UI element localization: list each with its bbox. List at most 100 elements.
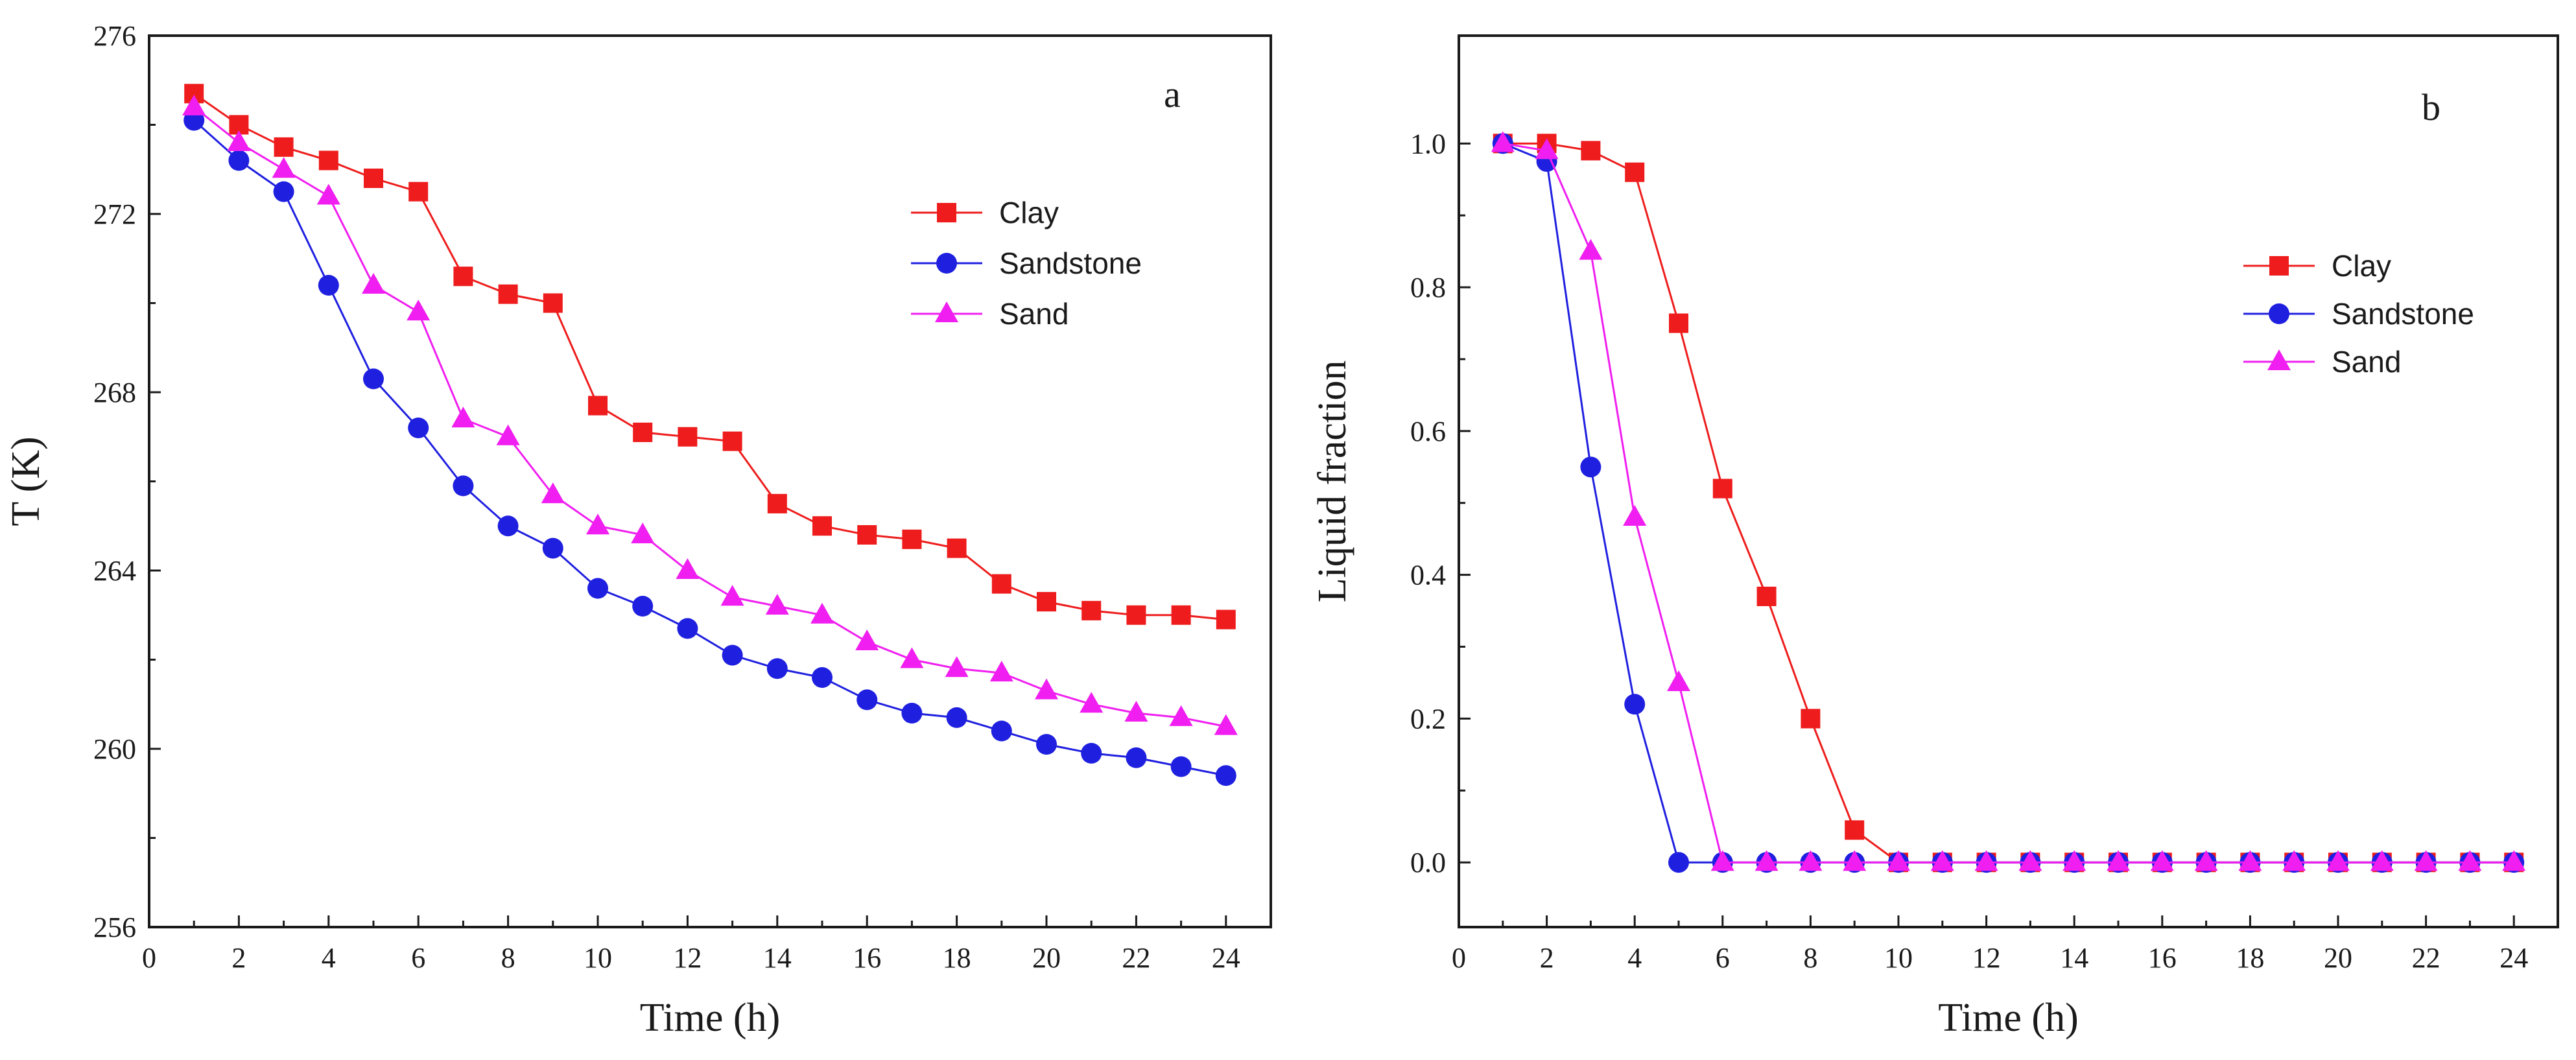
- x-tick-label: 12: [673, 942, 702, 974]
- y-tick-label: 0.2: [1410, 703, 1446, 735]
- clay-point: [1216, 609, 1236, 630]
- sandstone-point: [1170, 756, 1192, 777]
- sand-point: [2150, 850, 2174, 871]
- sand-point: [810, 602, 834, 624]
- clay-point: [498, 284, 518, 304]
- sand-point: [316, 183, 340, 205]
- clay-point: [1625, 162, 1645, 182]
- sandstone-point: [1081, 742, 1102, 764]
- legend-marker: [936, 253, 957, 274]
- clay-point: [722, 431, 742, 451]
- sand-point: [631, 523, 655, 543]
- series-sandstone: [183, 110, 1236, 786]
- x-tick-label: 12: [1972, 942, 2001, 974]
- sandstone-point: [542, 537, 563, 559]
- clay-point: [1126, 605, 1146, 625]
- x-tick-label: 8: [501, 942, 515, 974]
- clay-point: [364, 169, 383, 188]
- legend-label: Clay: [2332, 249, 2391, 283]
- y-tick-label: 276: [93, 20, 136, 52]
- legend-label: Sand: [999, 297, 1069, 331]
- sand-point: [1755, 850, 1778, 871]
- legend-marker: [935, 301, 958, 322]
- x-tick-label: 22: [2412, 942, 2440, 974]
- sand-point: [2370, 850, 2394, 871]
- y-tick-label: 272: [93, 198, 136, 230]
- sandstone-point: [1624, 694, 1646, 715]
- sand-point: [2458, 850, 2482, 871]
- sand-point: [2502, 850, 2526, 871]
- x-tick-label: 6: [411, 942, 425, 974]
- x-tick-label: 4: [322, 942, 336, 974]
- clay-point: [588, 395, 608, 416]
- sand-point: [451, 406, 475, 428]
- y-tick-label: 0.8: [1410, 272, 1446, 303]
- legend-label: Sandstone: [999, 246, 1142, 280]
- clay-point: [633, 422, 653, 442]
- clay-point: [902, 529, 922, 549]
- x-tick-label: 22: [1122, 942, 1150, 974]
- sand-point: [1930, 850, 1954, 871]
- x-tick-label: 14: [2060, 942, 2088, 974]
- sandstone-point: [1215, 765, 1236, 786]
- sand-point: [407, 300, 431, 321]
- sand-point: [2326, 850, 2350, 871]
- series-sand: [182, 95, 1238, 735]
- clay-point: [1171, 605, 1191, 625]
- panel-letter: b: [2422, 86, 2440, 128]
- x-tick-label: 10: [584, 942, 612, 974]
- sand-point: [586, 513, 609, 535]
- legend: Clay Sandstone Sand: [911, 196, 1142, 331]
- clay-point: [274, 137, 294, 157]
- y-tick-label: 268: [93, 377, 136, 408]
- sandstone-point: [901, 703, 923, 724]
- clay-point: [408, 182, 429, 202]
- clay-point: [812, 516, 832, 536]
- sand-point: [2107, 850, 2130, 871]
- series-clay: [1493, 134, 2524, 873]
- sandstone-point: [991, 720, 1012, 742]
- sand-point: [2414, 850, 2438, 871]
- y-tick-label: 0.4: [1410, 559, 1446, 591]
- clay-point: [1581, 141, 1601, 161]
- clay-point: [1081, 600, 1102, 620]
- clay-point: [1756, 586, 1777, 606]
- clay-point: [678, 427, 698, 447]
- sand-point: [900, 647, 924, 668]
- sand-point: [541, 482, 565, 504]
- sandstone-point: [363, 368, 384, 390]
- sandstone-point: [766, 658, 788, 679]
- clay-line: [193, 93, 1226, 621]
- x-tick-label: 0: [1452, 942, 1466, 974]
- clay-point: [857, 525, 877, 545]
- sand-point: [765, 594, 789, 615]
- sandstone-point: [812, 667, 833, 688]
- clay-point: [947, 538, 967, 558]
- sand-point: [1491, 131, 1515, 152]
- x-tick-label: 24: [1212, 942, 1240, 974]
- sand-point: [2194, 850, 2218, 871]
- sand-point: [1080, 692, 1104, 713]
- sandstone-point: [497, 515, 519, 537]
- sandstone-point: [857, 689, 878, 711]
- x-tick-label: 2: [231, 942, 246, 974]
- x-tick-label: 16: [2148, 942, 2177, 974]
- sand-point: [2062, 850, 2086, 871]
- sandstone-point: [946, 707, 967, 728]
- liquid-fraction-chart-panel: 0 2 4 6 8 10 12 14 16 18 20 22 24 0.0 0.2 0.4 0.6 0.8 1.0 T…: [1284, 0, 2576, 1057]
- sandstone-point: [587, 578, 608, 599]
- sand-point: [362, 273, 385, 294]
- legend-label: Clay: [999, 196, 1059, 230]
- sand-point: [1169, 705, 1193, 726]
- y-axis-label: Liquid fraction: [1310, 360, 1354, 603]
- plot-frame: [1458, 34, 2559, 928]
- sand-point: [1799, 850, 1823, 871]
- sandstone-point: [1036, 734, 1057, 755]
- sandstone-point: [273, 181, 294, 202]
- x-tick-label: 16: [853, 942, 881, 974]
- sand-point: [2018, 850, 2042, 871]
- clay-point: [991, 574, 1011, 594]
- plot-frame: [148, 34, 1272, 928]
- sand-point: [1667, 670, 1690, 691]
- sand-point: [1843, 850, 1867, 871]
